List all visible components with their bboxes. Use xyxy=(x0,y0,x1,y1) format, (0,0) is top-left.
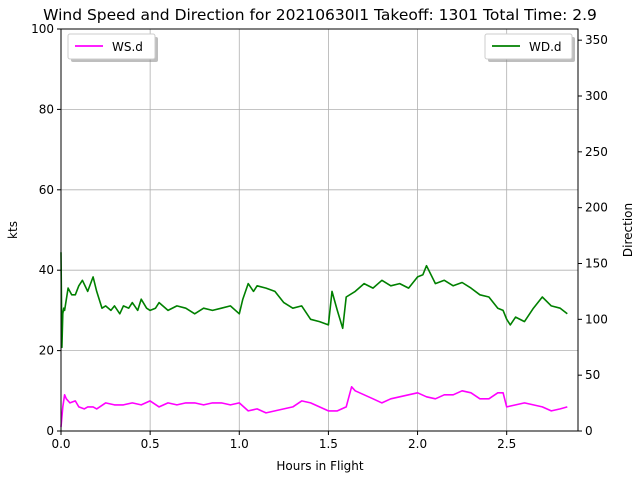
y-tick-label-5: 100 xyxy=(31,22,54,36)
y2-tick-label-4: 200 xyxy=(585,201,608,215)
y-tick-label-0: 0 xyxy=(46,424,54,438)
legend-ws: WS.d xyxy=(67,33,158,62)
y-tick-label-2: 40 xyxy=(39,263,54,277)
y2-axis-title: Direction xyxy=(621,203,635,257)
legend-wd-label: WD.d xyxy=(529,40,562,54)
x-tick-label-3: 1.5 xyxy=(319,437,338,451)
plot-frame xyxy=(60,28,579,432)
x-tick-label-5: 2.5 xyxy=(497,437,516,451)
legend-ws-box xyxy=(67,33,156,60)
x-tick-label-0: 0.0 xyxy=(51,437,70,451)
y-tick-label-1: 20 xyxy=(39,344,54,358)
grid-layer xyxy=(60,28,578,432)
legend-wd-box xyxy=(484,33,573,60)
chart-title: Wind Speed and Direction for 20210630I1 … xyxy=(43,6,597,24)
legend-wd: WD.d xyxy=(484,33,575,62)
y2-tick-label-5: 250 xyxy=(585,145,608,159)
x-tick-label-1: 0.5 xyxy=(141,437,160,451)
x-tick-label-4: 2.0 xyxy=(408,437,427,451)
legend-ws-label: WS.d xyxy=(112,40,143,54)
x-axis-title: Hours in Flight xyxy=(276,459,364,473)
y2-tick-label-7: 350 xyxy=(585,33,608,47)
y2-tick-label-6: 300 xyxy=(585,89,608,103)
series-line-ws xyxy=(60,385,568,428)
y-axis-title: kts xyxy=(6,221,20,239)
y-tick-label-3: 60 xyxy=(39,183,54,197)
plot-layer xyxy=(60,252,568,428)
y-tick-label-4: 80 xyxy=(39,102,54,116)
tick-layer: 0.0 0.5 1.0 1.5 2.0 2.5 0 20 40 60 80 100 0 50 100 150 2… xyxy=(31,22,608,451)
y2-tick-label-0: 0 xyxy=(585,424,593,438)
x-tick-label-2: 1.0 xyxy=(230,437,249,451)
y2-tick-label-2: 100 xyxy=(585,312,608,326)
y2-tick-label-1: 50 xyxy=(585,368,600,382)
y2-tick-label-3: 150 xyxy=(585,257,608,271)
series-line-wd xyxy=(60,252,568,349)
